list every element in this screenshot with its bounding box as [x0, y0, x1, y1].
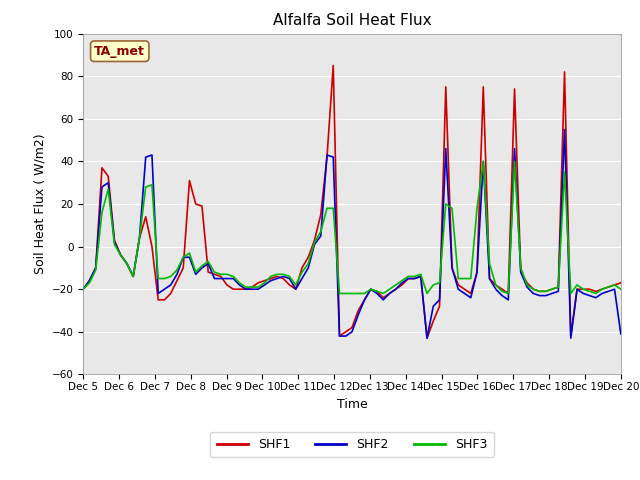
SHF2	[423, 336, 431, 341]
SHF3	[355, 290, 362, 296]
SHF2	[167, 282, 175, 288]
SHF2	[617, 331, 625, 337]
SHF3	[305, 261, 312, 266]
SHF3	[167, 274, 175, 279]
SHF1	[167, 290, 175, 296]
SHF1	[305, 254, 312, 260]
SHF3	[79, 286, 87, 292]
Line: SHF1: SHF1	[83, 66, 621, 338]
SHF3	[617, 286, 625, 292]
SHF3	[236, 280, 243, 286]
SHF2	[198, 265, 206, 271]
Title: Alfalfa Soil Heat Flux: Alfalfa Soil Heat Flux	[273, 13, 431, 28]
SHF2	[523, 284, 531, 290]
SHF1	[79, 286, 87, 292]
Legend: SHF1, SHF2, SHF3: SHF1, SHF2, SHF3	[211, 432, 493, 457]
Line: SHF2: SHF2	[83, 130, 621, 338]
SHF3	[198, 263, 206, 269]
SHF2	[79, 286, 87, 292]
SHF3	[335, 290, 343, 296]
Text: TA_met: TA_met	[94, 45, 145, 58]
SHF1	[198, 203, 206, 209]
SHF1	[423, 336, 431, 341]
SHF2	[348, 329, 356, 335]
SHF2	[236, 282, 243, 288]
SHF1	[236, 286, 243, 292]
SHF1	[330, 63, 337, 69]
X-axis label: Time: Time	[337, 397, 367, 410]
SHF2	[561, 127, 568, 132]
SHF3	[479, 158, 487, 164]
Y-axis label: Soil Heat Flux ( W/m2): Soil Heat Flux ( W/m2)	[33, 134, 46, 274]
SHF1	[355, 308, 362, 313]
SHF3	[529, 286, 537, 292]
Line: SHF3: SHF3	[83, 161, 621, 293]
SHF1	[617, 280, 625, 286]
SHF2	[305, 265, 312, 271]
SHF1	[529, 286, 537, 292]
